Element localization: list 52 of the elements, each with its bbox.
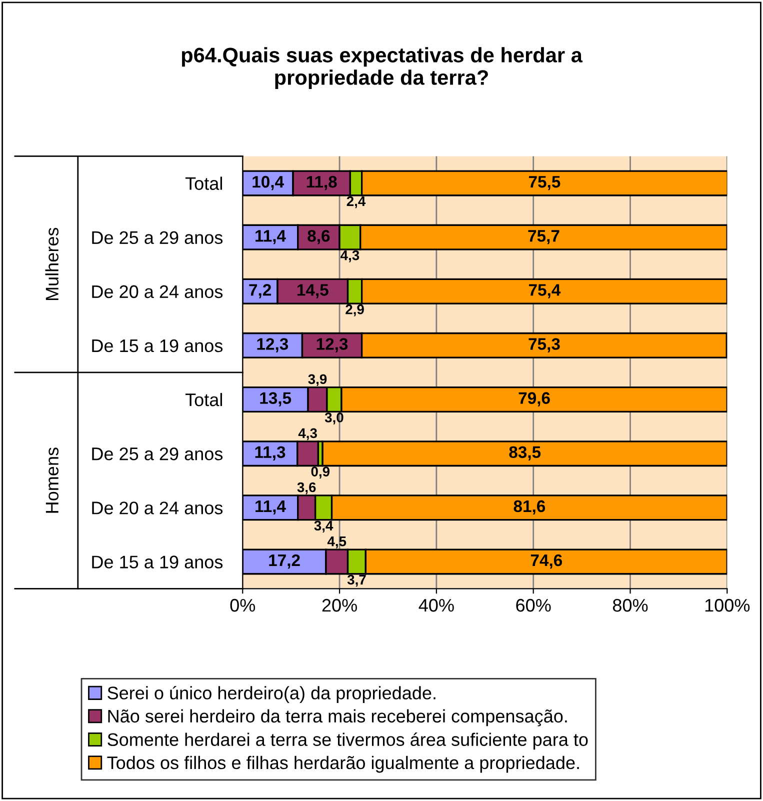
- legend-label: Serei o único herdeiro(a) da propriedade.: [108, 686, 436, 703]
- data-label: 8,6: [308, 230, 330, 244]
- y-tick-label: De 25 a 29 anos: [92, 448, 223, 460]
- data-label: 12,3: [316, 338, 348, 352]
- data-label: 12,3: [257, 338, 288, 352]
- data-label: 7,2: [249, 284, 271, 298]
- y-tick-label: De 25 a 29 anos: [92, 231, 223, 244]
- chart-title: p64.Quais suas expectativas de herdar a propriedade da terra?: [182, 47, 583, 90]
- data-label: 14,5: [297, 284, 328, 298]
- data-label: 74,6: [530, 554, 562, 569]
- data-label: 3,6: [297, 482, 316, 494]
- data-label: 17,2: [269, 554, 300, 569]
- data-label: 13,5: [260, 392, 292, 406]
- y-tick-label: Total: [185, 176, 222, 190]
- y-tick-label: Total: [185, 392, 222, 406]
- text: Homens: [46, 448, 59, 513]
- data-label: 11,8: [306, 176, 337, 190]
- data-label: 4,3: [298, 428, 317, 440]
- data-label: 79,6: [518, 392, 550, 406]
- data-label: 83,5: [509, 446, 541, 460]
- data-label: 75,5: [528, 176, 560, 190]
- data-label: 0,9: [311, 466, 330, 478]
- x-tick-label: 100%: [705, 598, 750, 612]
- y-tick-label: De 15 a 19 anos: [92, 556, 223, 568]
- data-label: 2,4: [346, 196, 366, 208]
- legend-label: Somente herdarei a terra se tivermos área suficiente para to: [108, 732, 588, 750]
- y-tick-label: De 20 a 24 anos: [92, 285, 223, 298]
- data-label: 3,9: [308, 374, 327, 386]
- data-label: 75,7: [528, 230, 560, 244]
- data-label: 81,6: [514, 500, 546, 515]
- data-label: 10,4: [252, 176, 284, 190]
- data-label: 2,9: [346, 304, 364, 316]
- x-tick-label: 20%: [322, 598, 357, 612]
- data-label: 3,0: [324, 412, 344, 424]
- data-label: 75,3: [528, 338, 560, 352]
- legend-label: Não serei herdeiro da terra mais receberei compensação.: [108, 709, 567, 726]
- data-label: 3,4: [314, 520, 334, 533]
- x-tick-label: 80%: [612, 598, 648, 612]
- data-label: 4,5: [327, 536, 346, 548]
- x-tick-label: 40%: [418, 598, 454, 612]
- data-label: 11,4: [256, 230, 286, 244]
- data-label: 75,4: [528, 284, 561, 298]
- data-label: 11,3: [255, 446, 286, 460]
- data-label: 3,7: [347, 574, 366, 587]
- y-tick-label: De 15 a 19 anos: [92, 339, 223, 352]
- data-label: 4,3: [340, 250, 360, 262]
- y-tick-label: De 20 a 24 anos: [92, 502, 223, 514]
- x-tick-label: 60%: [516, 598, 551, 612]
- legend-label: Todos os filhos e filhas herdarão igualmente a propriedade.: [107, 756, 579, 773]
- x-tick-label: 0%: [230, 598, 256, 612]
- text: Mulheres: [45, 228, 59, 300]
- data-label: 11,4: [256, 500, 286, 515]
